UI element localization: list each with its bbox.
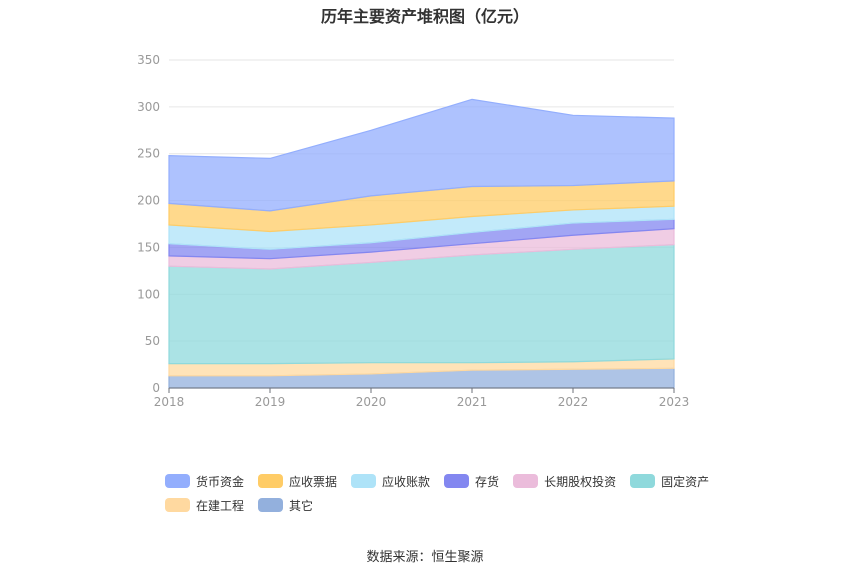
legend-swatch [165,474,190,488]
x-tick-label: 2018 [154,395,185,409]
legend-item[interactable]: 长期股权投资 [513,472,616,490]
y-tick-label: 350 [137,53,160,67]
legend-item[interactable]: 在建工程 [165,496,244,514]
legend-label: 货币资金 [196,474,245,489]
legend-label: 应收票据 [289,474,338,489]
legend-swatch [351,474,377,488]
legend-label: 在建工程 [196,498,245,513]
area-货币资金[interactable] [168,98,675,212]
source-note: 数据来源：恒生聚源 [366,550,484,565]
x-tick-label: 2022 [558,395,589,409]
x-tick-label: 2023 [659,395,690,409]
legend: 货币资金 应收票据 应收账款 存货 长期股权投资 固定资产在建工程 其它 [165,472,725,514]
legend-item[interactable]: 应收票据 [258,472,337,490]
y-tick-label: 100 [137,287,160,301]
legend-swatch [165,498,190,512]
y-tick-label: 150 [137,240,160,254]
legend-item[interactable]: 应收账款 [351,472,430,490]
y-tick-label: 0 [152,381,160,395]
x-tick-label: 2019 [255,395,286,409]
y-tick-label: 50 [145,334,160,348]
legend-swatch [258,474,284,488]
y-tick-label: 250 [137,147,160,161]
legend-swatch [258,498,284,512]
legend-swatch [444,474,470,488]
chart-title: 历年主要资产堆积图（亿元） [320,7,529,26]
y-tick-label: 200 [137,194,160,208]
legend-item[interactable]: 固定资产 [630,472,709,490]
legend-swatch [513,474,539,488]
legend-label: 应收账款 [382,474,431,489]
axes: 0 50 100 150 200 250 300 350 2018 2019 2020 2021 202… [137,53,689,409]
legend-swatch [630,474,656,488]
legend-label: 存货 [475,474,500,489]
y-tick-label: 300 [137,100,160,114]
x-tick-label: 2020 [356,395,387,409]
legend-item[interactable]: 存货 [444,472,499,490]
area-series [168,98,675,389]
x-tick-label: 2021 [457,395,488,409]
legend-label: 其它 [289,498,314,513]
legend-item[interactable]: 货币资金 [165,472,244,490]
legend-label: 固定资产 [661,474,710,489]
legend-label: 长期股权投资 [544,474,617,489]
legend-item[interactable]: 其它 [258,496,313,514]
